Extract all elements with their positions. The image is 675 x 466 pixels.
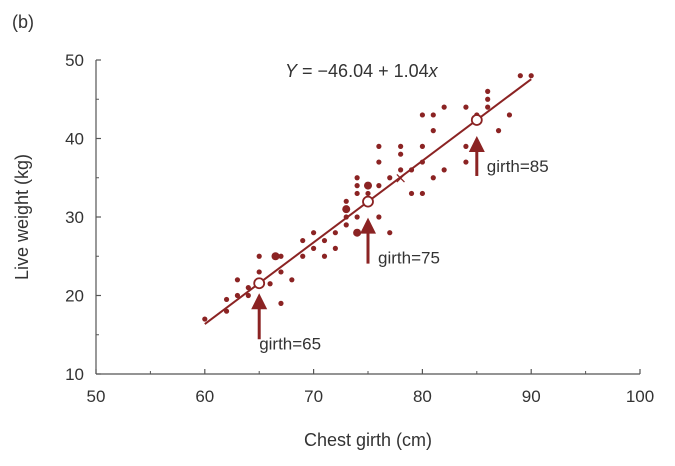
data-point: [278, 269, 284, 275]
data-point: [419, 112, 425, 118]
y-tick-label: 50: [65, 51, 84, 70]
data-point: [441, 167, 447, 173]
data-point: [485, 88, 491, 94]
data-point: [245, 292, 251, 299]
data-point: [256, 269, 262, 275]
data-point: [300, 253, 306, 259]
equation-y: Y: [285, 61, 299, 81]
data-point: [343, 214, 349, 220]
arrow-head: [468, 135, 485, 152]
arrow-head: [360, 217, 376, 234]
y-tick-label: 30: [65, 208, 84, 227]
data-point: [398, 143, 404, 149]
y-tick-label: 40: [65, 130, 84, 149]
highlight-marker: [470, 114, 483, 126]
y-tick-label: 20: [65, 287, 84, 306]
data-point-large: [364, 181, 372, 190]
highlight-label: girth=65: [259, 334, 321, 353]
data-point: [289, 277, 295, 283]
equation-x: x: [428, 61, 439, 81]
data-point: [485, 96, 491, 102]
data-point: [202, 316, 208, 322]
data-point: [245, 285, 251, 291]
data-point: [321, 237, 328, 244]
mean-marker: ×: [394, 169, 407, 187]
data-point: [223, 308, 230, 314]
data-point: [256, 253, 262, 259]
y-axis-label: Live weight (kg): [12, 154, 32, 280]
data-point: [332, 245, 338, 251]
data-point: [300, 237, 306, 244]
data-point: [267, 281, 273, 287]
data-point: [387, 175, 393, 181]
data-point: [278, 253, 284, 259]
axes: [95, 60, 640, 375]
data-point: [343, 222, 349, 228]
highlight-marker: [362, 195, 374, 208]
data-point: [463, 159, 469, 165]
data-point: [463, 143, 469, 149]
data-point: [408, 167, 415, 173]
panel-label: (b): [12, 12, 34, 32]
x-tick-label: 60: [195, 387, 214, 406]
highlighted-points: girth=65 girth=75 girth=85: [251, 114, 549, 353]
data-point: [463, 104, 469, 110]
x-tick-label: 50: [87, 387, 106, 406]
data-point: [365, 190, 371, 197]
data-point: [441, 104, 447, 110]
data-point: [354, 214, 360, 220]
data-point-large: [353, 228, 362, 237]
x-tick-label: 70: [304, 387, 323, 406]
data-point: [332, 230, 338, 236]
data-point: [376, 183, 382, 189]
x-ticks: 50 60 70 80 90 100: [87, 369, 654, 406]
data-point: [376, 214, 382, 220]
equation-body: = −46.04 + 1.04: [297, 61, 429, 81]
data-point: [430, 112, 436, 118]
arrow-head: [251, 293, 268, 310]
x-tick-label: 80: [413, 387, 432, 406]
data-point: [223, 296, 230, 303]
x-axis-label: Chest girth (cm): [304, 430, 432, 450]
data-point-large: [342, 205, 351, 214]
data-point: [495, 128, 502, 134]
data-point: [387, 230, 393, 236]
data-point: [321, 253, 328, 259]
highlight-label: girth=75: [378, 249, 440, 268]
data-point: [376, 159, 382, 165]
data-point: [354, 183, 360, 189]
data-point: [506, 112, 513, 118]
y-ticks: 10 20 30 40 50: [65, 51, 101, 384]
data-point: [234, 292, 241, 299]
data-point: [354, 190, 360, 197]
data-point: [408, 190, 415, 197]
y-tick-label: 10: [65, 365, 84, 384]
regression-equation: Y = −46.04 + 1.04x: [285, 61, 439, 81]
data-point: [278, 300, 284, 306]
data-point: [311, 245, 317, 251]
data-point: [419, 190, 425, 197]
x-tick-label: 90: [522, 387, 541, 406]
data-point: [419, 159, 425, 165]
data-point: [398, 167, 404, 173]
data-point: [430, 128, 436, 134]
data-point: [398, 151, 404, 157]
data-point-large: [271, 252, 280, 261]
highlight-marker: [253, 277, 266, 290]
highlight-label: girth=85: [487, 157, 549, 176]
data-point: [234, 277, 241, 283]
data-point: [311, 230, 317, 236]
data-point: [485, 104, 491, 110]
data-point: [528, 73, 534, 79]
data-point: [419, 143, 425, 149]
data-point: [376, 143, 382, 149]
data-points: [202, 73, 534, 322]
data-point: [343, 198, 349, 204]
data-point: [517, 73, 523, 79]
data-point: [354, 175, 360, 181]
data-point: [430, 175, 436, 181]
x-tick-label: 100: [626, 387, 654, 406]
